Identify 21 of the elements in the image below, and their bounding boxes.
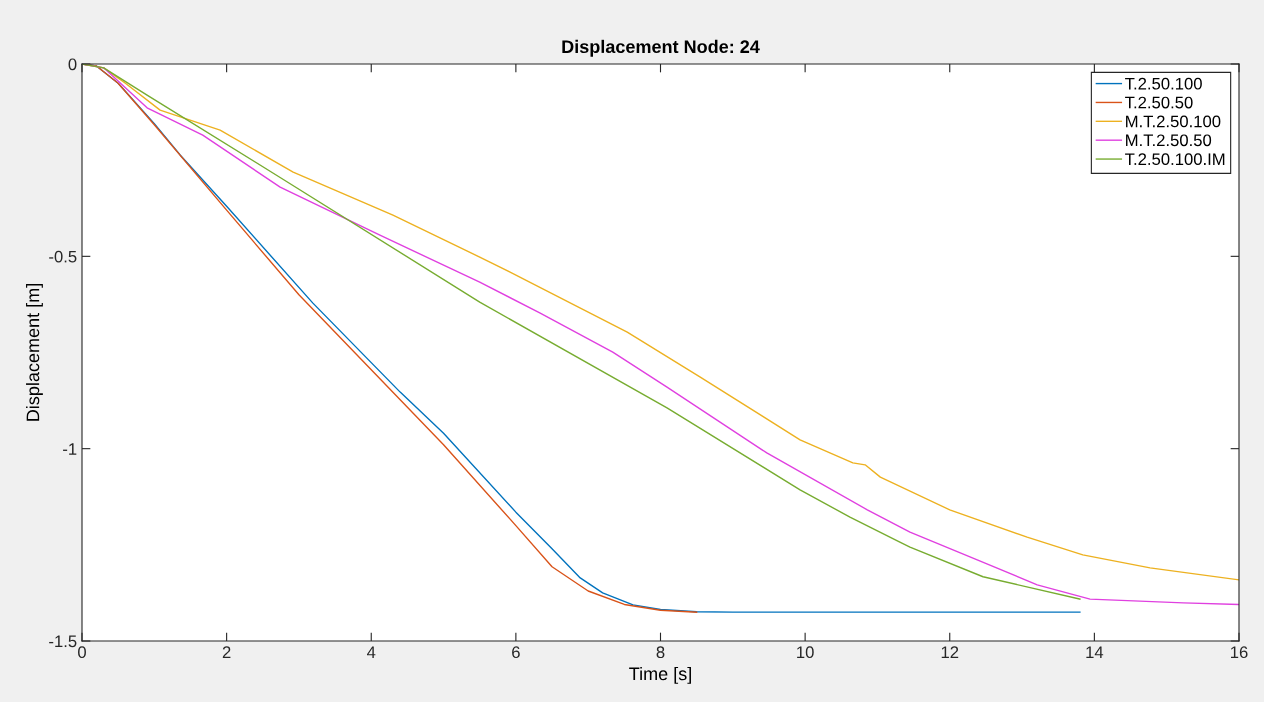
- x-tick-label: 10: [797, 646, 814, 659]
- x-tick-label: 12: [941, 646, 959, 658]
- legend-label: M.T.2.50.50: [1126, 134, 1212, 147]
- legend-label: T.2.50.50: [1125, 96, 1193, 109]
- legend-label: M.T.2.50.100: [1126, 115, 1221, 128]
- y-tick-label: -0.5: [49, 250, 77, 263]
- y-tick-label: -1.5: [49, 635, 77, 648]
- x-tick-label: 8: [656, 646, 665, 659]
- legend-label: T.2.50.100: [1125, 77, 1202, 90]
- chart-title: Displacement Node: 24: [562, 39, 760, 57]
- x-tick-label: 2: [222, 646, 231, 658]
- x-tick-label: 4: [367, 646, 376, 658]
- x-tick-label: 14: [1086, 646, 1104, 658]
- y-tick-label: 0: [68, 58, 77, 71]
- x-tick-label: 6: [512, 646, 520, 659]
- y-axis-title: Displacement [m]: [26, 284, 43, 421]
- legend-label: T.2.50.100.IM: [1125, 153, 1225, 166]
- x-tick-label: 16: [1231, 646, 1248, 659]
- x-tick-label: 0: [78, 646, 86, 659]
- y-tick-label: -1: [63, 443, 77, 455]
- x-axis-title: Time [s]: [629, 666, 691, 684]
